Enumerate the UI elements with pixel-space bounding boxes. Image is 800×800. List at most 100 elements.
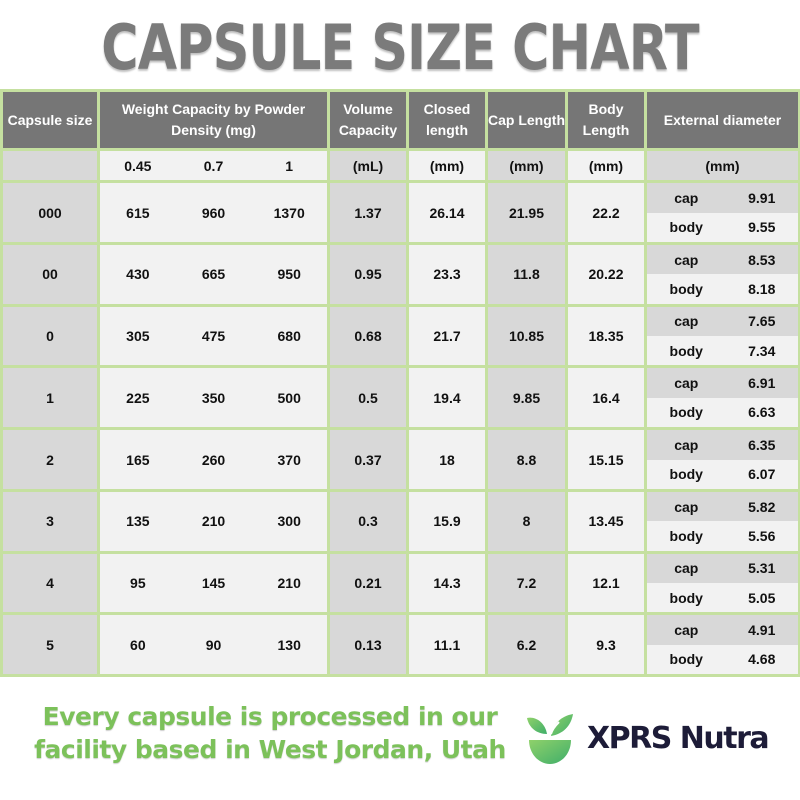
brand-name: XPRS Nutra [587,720,770,756]
ext-cap-label: cap [674,190,699,207]
cell-weight-capacity: 615 960 1370 [100,183,327,243]
units-cap: (mm) [488,151,565,181]
ext-cap-value: 5.31 [748,560,776,577]
ext-cap-value: 6.35 [748,436,776,453]
cell-weight-1: 370 [277,451,301,468]
ext-body-row: body 4.68 [647,644,798,675]
header-cap-length: Cap Length [488,92,565,148]
cell-volume: 0.5 [330,368,406,428]
ext-cap-value: 7.65 [748,313,776,330]
cell-weight-1: 210 [277,574,301,591]
ext-cap-row: cap 5.82 [647,491,798,522]
units-row: 0.45 0.7 1 (mL) (mm) (mm) (mm) (mm) [3,151,798,181]
ext-body-label: body [669,219,703,236]
cell-closed-length: 19.4 [409,368,485,428]
cell-body-length: 15.15 [568,430,644,489]
ext-cap-row: cap 6.35 [647,430,798,460]
cell-weight-045: 95 [130,574,146,591]
cell-closed-length: 11.1 [409,615,485,674]
cell-external-diameter: cap 6.91 body 6.63 [647,368,798,428]
cell-weight-045: 430 [126,266,150,283]
cell-weight-1: 680 [277,328,301,345]
cell-closed-length: 14.3 [409,553,485,613]
ext-body-row: body 6.07 [647,459,798,489]
ext-cap-label: cap [674,375,699,392]
table-row: 2 165 260 370 0.37 18 8.8 15.15 cap 6.35… [3,430,798,489]
cell-external-diameter: cap 6.35 body 6.07 [647,430,798,489]
ext-body-row: body 7.34 [647,336,798,366]
ext-cap-value: 4.91 [748,621,776,638]
ext-body-value: 9.55 [748,219,776,236]
cell-weight-045: 615 [126,204,150,221]
cell-weight-07: 960 [201,204,226,221]
cell-body-length: 9.3 [568,615,644,674]
units-density: 0.45 0.7 1 [100,151,327,181]
cell-weight-1: 1370 [273,204,305,221]
cell-cap-length: 8 [488,491,565,551]
cell-closed-length: 15.9 [409,491,485,551]
ext-cap-label: cap [674,436,699,453]
ext-cap-label: cap [674,621,699,638]
ext-cap-value: 9.91 [748,190,776,207]
cell-external-diameter: cap 5.82 body 5.56 [647,491,798,551]
cell-closed-length: 23.3 [409,245,485,304]
units-volume: (mL) [330,151,406,181]
ext-cap-value: 6.91 [748,375,776,392]
cell-body-length: 12.1 [568,553,644,613]
density-045: 0.45 [124,157,152,174]
cell-capsule-size: 00 [3,245,97,304]
header-row: Capsule size Weight Capacity by Powder D… [3,92,798,148]
cell-capsule-size: 1 [3,368,97,428]
table-row: 5 60 90 130 0.13 11.1 6.2 9.3 cap 4.91 b… [3,615,798,675]
cell-weight-capacity: 135 210 300 [100,491,327,551]
cell-external-diameter: cap 4.91 body 4.68 [647,615,798,675]
ext-body-value: 7.34 [748,342,776,359]
ext-cap-row: cap 5.31 [647,553,798,583]
cell-weight-1: 500 [277,389,301,406]
header-external-diameter: External diameter [647,92,798,148]
cell-weight-07: 350 [201,389,226,406]
ext-body-label: body [669,281,703,298]
ext-cap-row: cap 7.65 [647,306,798,337]
units-external: (mm) [647,151,798,181]
cell-weight-07: 145 [201,574,226,591]
table-row: 3 135 210 300 0.3 15.9 8 13.45 cap 5.82 … [3,491,798,551]
cell-capsule-size: 2 [3,430,97,489]
table-row: 1 225 350 500 0.5 19.4 9.85 16.4 cap 6.9… [3,368,798,428]
cell-cap-length: 21.95 [488,183,565,243]
footer-tagline: Every capsule is processed in our facili… [20,700,520,766]
cell-external-diameter: cap 5.31 body 5.05 [647,553,798,613]
cell-cap-length: 6.2 [488,615,565,674]
cell-weight-07: 90 [205,636,222,653]
table-row: 00 430 665 950 0.95 23.3 11.8 20.22 cap … [3,245,798,304]
ext-cap-value: 8.53 [748,251,776,268]
ext-body-label: body [669,651,703,668]
ext-body-value: 4.68 [748,651,776,668]
ext-body-row: body 9.55 [647,212,798,243]
cell-capsule-size: 3 [3,491,97,551]
ext-body-value: 5.05 [748,589,776,606]
cell-capsule-size: 0 [3,306,97,366]
cell-weight-1: 950 [277,266,301,283]
cell-weight-07: 665 [201,266,226,283]
cell-cap-length: 7.2 [488,553,565,613]
cell-volume: 0.68 [330,306,406,366]
ext-cap-value: 5.82 [748,498,776,515]
units-capsule-size [3,151,97,181]
header-closed-length: Closed length [409,92,485,148]
ext-body-value: 8.18 [748,281,776,298]
cell-weight-07: 475 [201,328,226,345]
cell-weight-045: 60 [130,636,146,653]
cell-closed-length: 26.14 [409,183,485,243]
ext-body-label: body [669,342,703,359]
cell-weight-045: 305 [126,328,150,345]
cell-volume: 0.3 [330,491,406,551]
ext-cap-row: cap 9.91 [647,183,798,213]
page-title: CAPSULE SIZE CHART [101,11,699,84]
cell-external-diameter: cap 7.65 body 7.34 [647,306,798,366]
density-07: 0.7 [203,157,224,174]
ext-body-label: body [669,466,703,483]
cell-capsule-size: 5 [3,615,97,674]
ext-body-value: 5.56 [748,527,776,544]
brand-logo: XPRS Nutra [525,708,770,768]
